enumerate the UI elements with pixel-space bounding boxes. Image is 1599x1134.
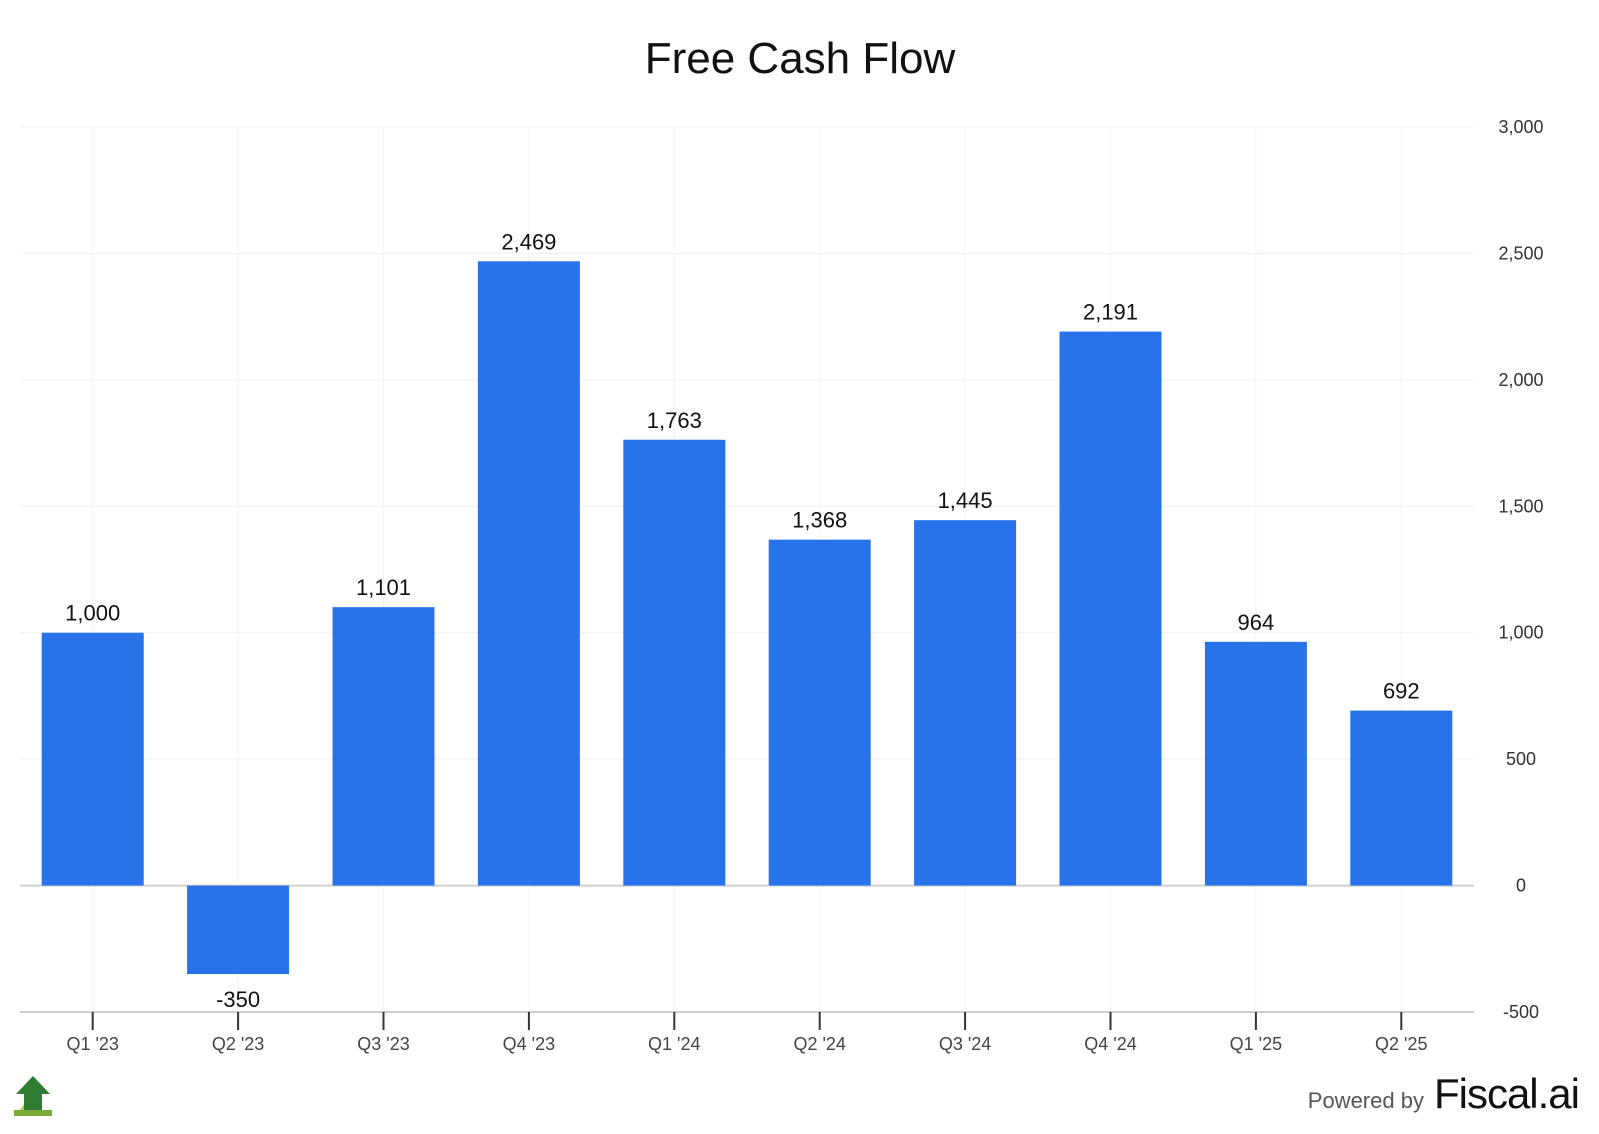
y-tick-label: 500 [1506, 749, 1536, 769]
bar-data-label: 964 [1238, 610, 1275, 635]
y-tick-label: 0 [1516, 876, 1526, 896]
bar [1350, 710, 1453, 886]
x-tick-label: Q1 '25 [1230, 1034, 1282, 1054]
x-tick-label: Q4 '23 [503, 1034, 555, 1054]
footer: Powered by Fiscal.ai [1307, 1070, 1580, 1118]
bar-data-label: 2,191 [1083, 300, 1138, 325]
data-labels: 1,000 -350 1,101 2,469 1,763 1,368 1,445 2,191 9… [65, 229, 1419, 1012]
bar [477, 261, 580, 886]
y-tick-label: 1,500 [1498, 496, 1543, 516]
bar-data-label: 1,368 [792, 508, 847, 533]
brand-logo-text: Fiscal.ai [1433, 1070, 1580, 1117]
y-tick-label: 1,000 [1498, 623, 1543, 643]
y-tick-label: -500 [1503, 1002, 1539, 1022]
y-tick-label: 2,500 [1498, 243, 1543, 263]
x-tick-label: Q3 '24 [939, 1034, 991, 1054]
bar-data-label: 1,445 [938, 488, 993, 513]
chart-title: Free Cash Flow [645, 34, 956, 83]
bar-data-label: 1,101 [356, 575, 411, 600]
x-tick-label: Q2 '25 [1375, 1034, 1427, 1054]
x-tick-label: Q1 '23 [66, 1034, 118, 1054]
x-tick-label: Q4 '24 [1084, 1034, 1136, 1054]
x-tick-label: Q3 '23 [357, 1034, 409, 1054]
bar-data-label: 1,000 [65, 601, 120, 626]
y-tick-label: 2,000 [1498, 370, 1543, 390]
bar [1204, 641, 1307, 886]
bar-data-label: -350 [216, 987, 260, 1012]
bar [41, 632, 144, 886]
axes: -500 0 500 1,000 1,500 2,000 2,500 3,000 Q1 '23 Q… [20, 117, 1544, 1054]
x-tick-label: Q1 '24 [648, 1034, 700, 1054]
bar-data-label: 692 [1383, 679, 1420, 704]
bars [41, 261, 1453, 975]
bar [768, 539, 871, 886]
bar-data-label: 1,763 [647, 408, 702, 433]
bar [187, 885, 290, 975]
powered-by-label: Powered by [1307, 1088, 1424, 1113]
y-tick-label: 3,000 [1498, 117, 1543, 137]
green-arrow-logo-icon [14, 1076, 52, 1116]
bar [1059, 331, 1162, 886]
x-tick-label: Q2 '23 [212, 1034, 264, 1054]
bar [623, 439, 726, 886]
bar-data-label: 2,469 [501, 229, 556, 254]
bar [914, 520, 1017, 886]
bar [332, 607, 435, 886]
x-tick-label: Q2 '24 [793, 1034, 845, 1054]
